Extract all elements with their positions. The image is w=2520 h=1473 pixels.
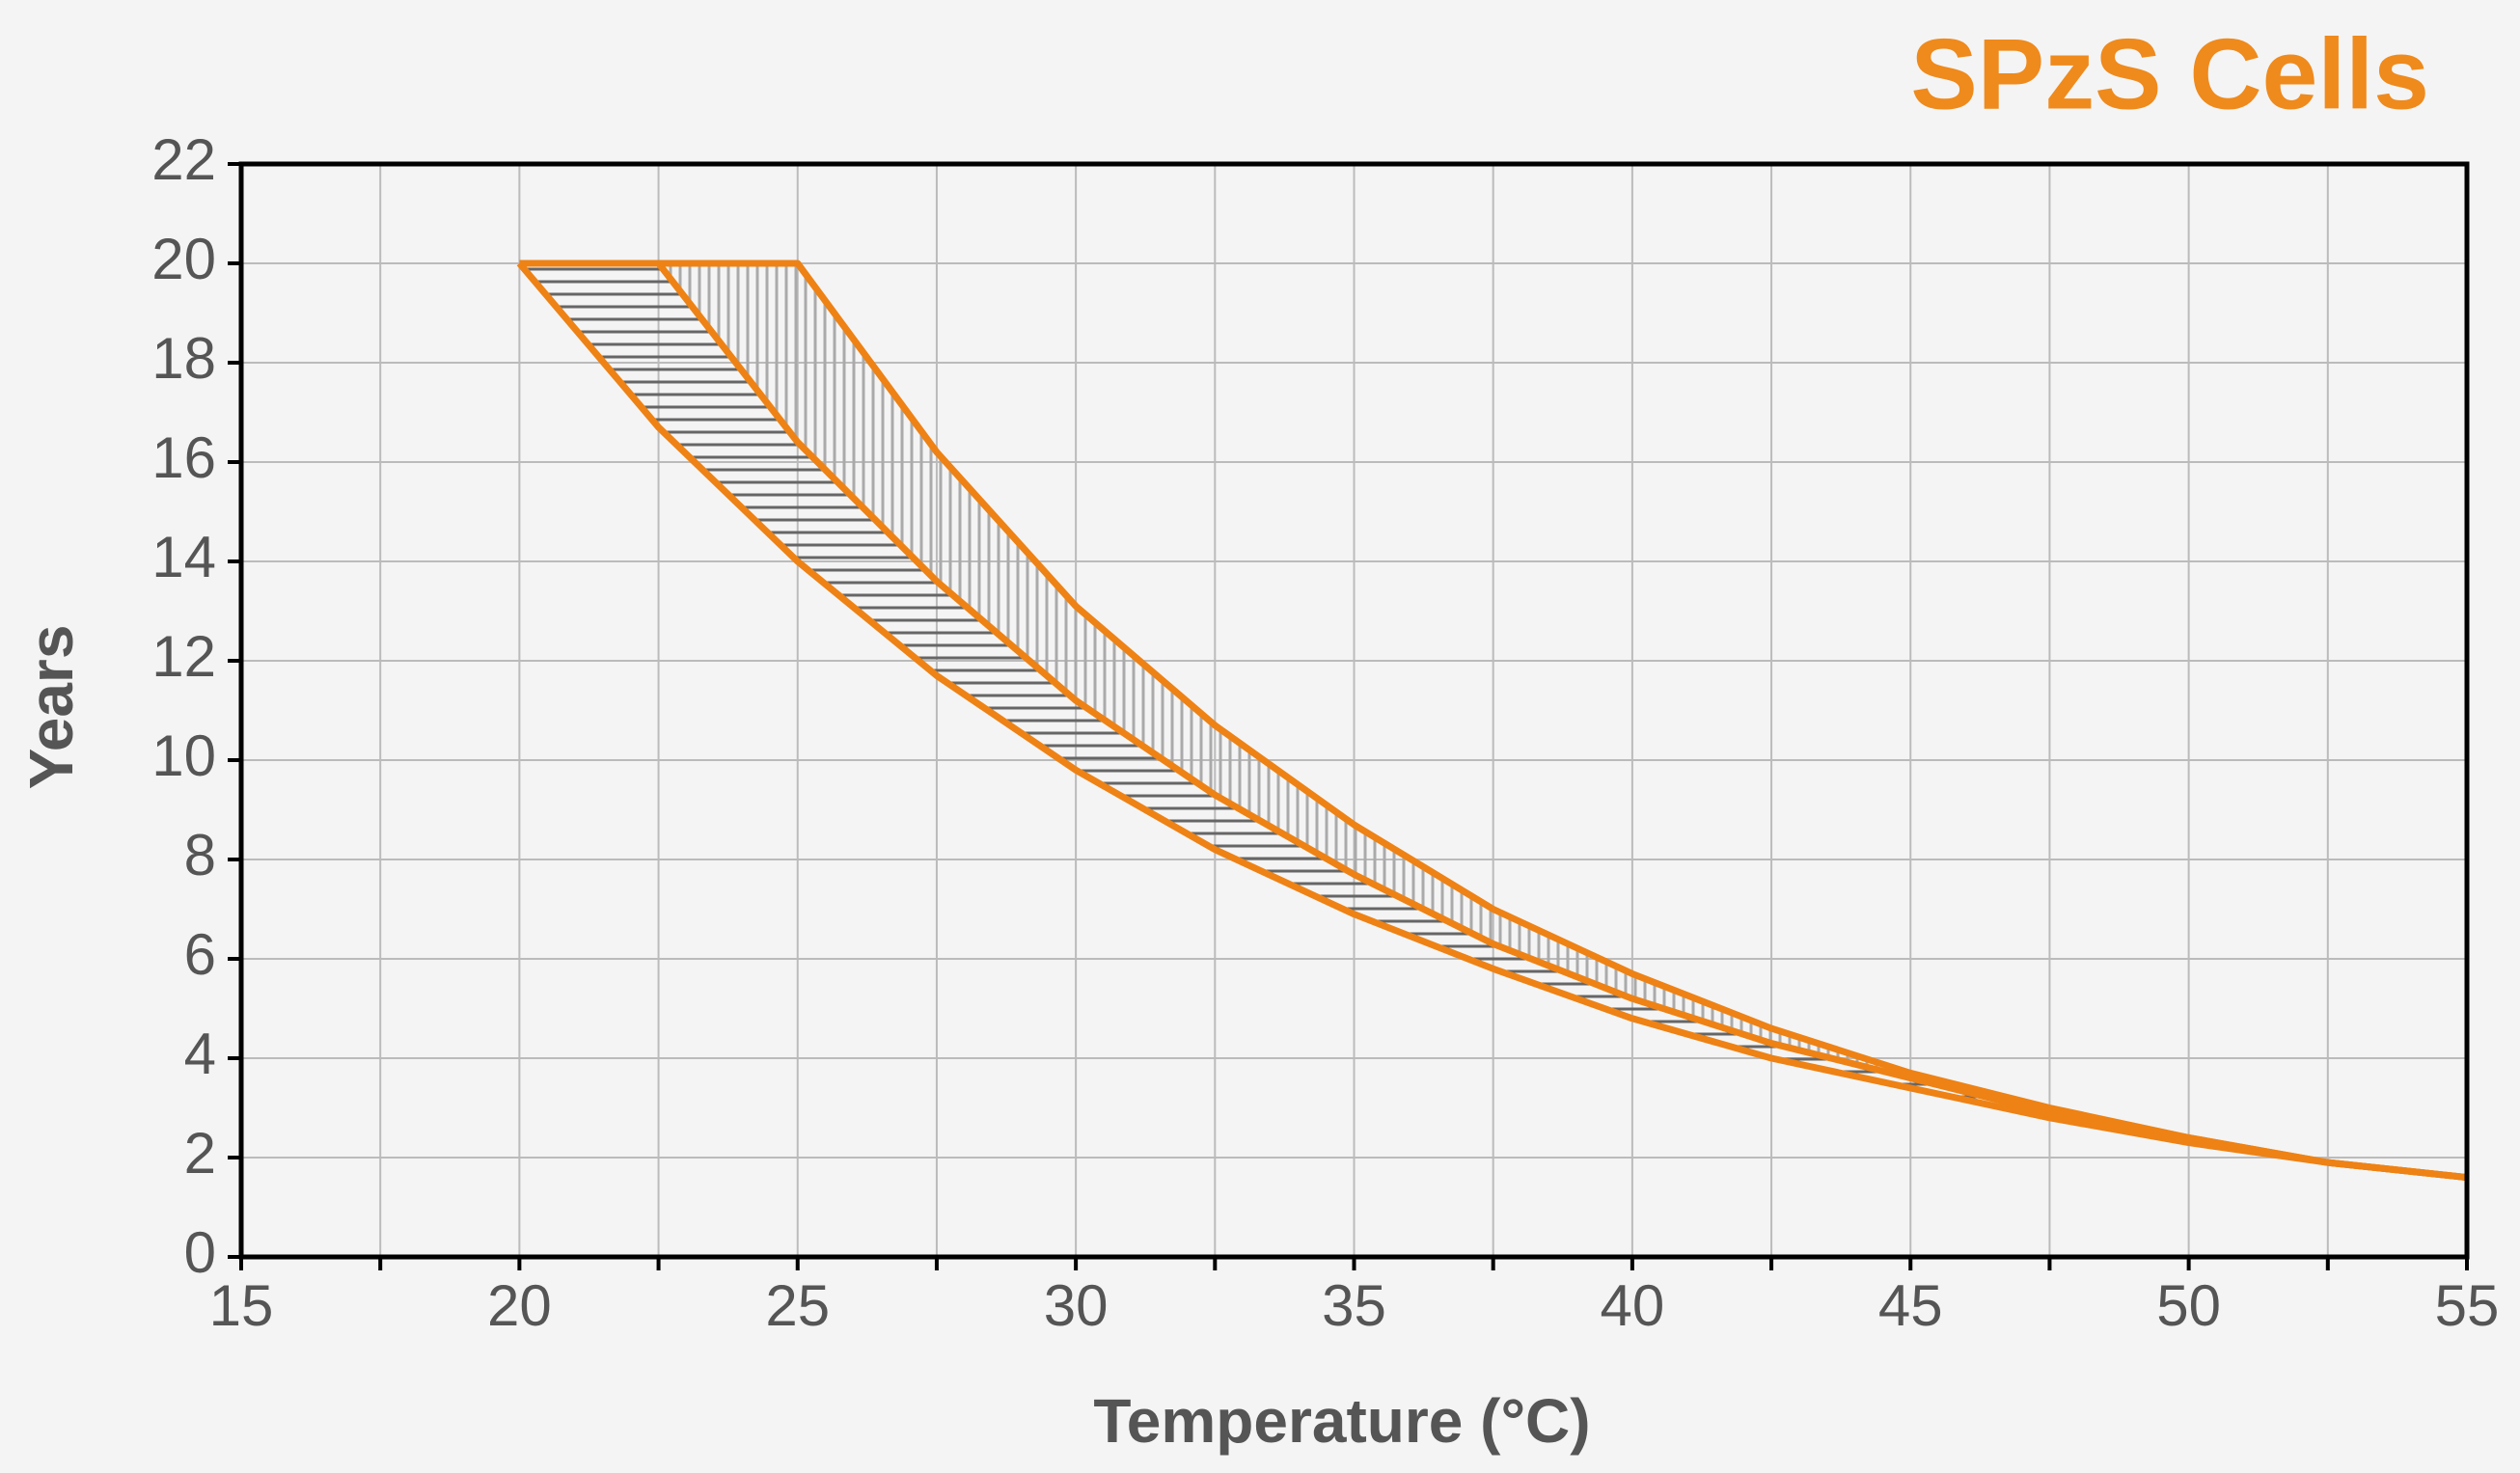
x-tick-label: 50 — [2156, 1273, 2221, 1338]
x-tick-label: 15 — [209, 1273, 274, 1338]
y-tick-label: 22 — [151, 127, 216, 192]
x-tick-label: 45 — [1878, 1273, 1943, 1338]
hatch-band — [658, 263, 2467, 1178]
y-tick-label: 6 — [184, 922, 216, 987]
y-tick-label: 16 — [151, 425, 216, 490]
y-tick-label: 2 — [184, 1121, 216, 1186]
series-line — [655, 260, 2468, 1182]
y-tick-label: 8 — [184, 823, 216, 887]
x-axis-label: Temperature (°C) — [1093, 1386, 1590, 1456]
series-line — [516, 260, 2468, 1182]
x-tick-label: 20 — [487, 1273, 552, 1338]
x-tick-label: 30 — [1044, 1273, 1109, 1338]
series-line — [519, 259, 2468, 1182]
y-tick-label: 4 — [184, 1022, 216, 1086]
hatch-band — [519, 263, 2467, 1178]
y-tick-label: 10 — [151, 723, 216, 788]
x-tick-label: 40 — [1601, 1273, 1665, 1338]
x-tick-label: 35 — [1322, 1273, 1386, 1338]
x-tick-label: 25 — [765, 1273, 830, 1338]
y-axis-label: Years — [16, 625, 86, 790]
y-tick-label: 18 — [151, 326, 216, 391]
x-tick-label: 55 — [2435, 1273, 2500, 1338]
y-tick-label: 20 — [151, 227, 216, 291]
y-tick-label: 0 — [184, 1220, 216, 1285]
y-tick-label: 14 — [151, 525, 216, 589]
chart-title: SPzS Cells — [1910, 18, 2429, 130]
y-tick-label: 12 — [151, 624, 216, 689]
plot-frame — [238, 161, 2470, 1260]
